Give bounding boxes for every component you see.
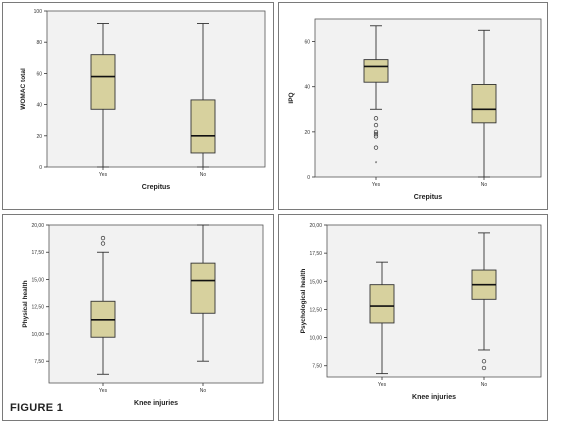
chart-panel-psychological-health: 7,50 10,00 12,50 15,00 17,50 20,00 Psychologic…	[278, 214, 548, 421]
y-tick-label: 20	[304, 130, 310, 136]
outlier-point	[481, 365, 487, 371]
y-tick-label: 15,00	[309, 279, 322, 285]
chart-panel-ipq: 0 20 40 60 IPQ Crepitus Yes * No	[278, 2, 548, 210]
box-iqr	[190, 99, 216, 154]
y-tick-label: 20	[36, 134, 42, 140]
box-iqr	[90, 54, 116, 110]
plot-area	[326, 224, 542, 378]
x-tick-label: No	[481, 182, 488, 188]
extreme-point: *	[375, 161, 378, 167]
box-iqr	[369, 284, 395, 324]
y-tick-label: 7,50	[312, 364, 322, 370]
x-tick-label: Yes	[378, 382, 387, 388]
y-tick-label: 0	[39, 165, 42, 171]
outlier-point	[100, 241, 106, 246]
y-tick-label: 17,50	[31, 250, 44, 256]
chart-panel-physical-health: 7,50 10,00 12,50 15,00 17,50 20,00 Physical he…	[2, 214, 274, 421]
y-tick-label: 10,00	[31, 332, 44, 338]
outlier-point	[373, 145, 379, 150]
x-axis-label: Crepitus	[414, 194, 443, 201]
y-tick-label: 20,00	[31, 223, 44, 229]
y-axis-label: Physical health	[22, 280, 29, 327]
outlier-point	[373, 122, 379, 128]
x-tick-label: Yes	[99, 172, 108, 178]
chart-panel-womac: 0 20 40 60 80 100 WOMAC total Crepitus Yes No	[2, 2, 274, 210]
outlier-point	[373, 134, 379, 139]
y-tick-label: 15,00	[31, 277, 44, 283]
y-tick-label: 60	[36, 71, 42, 77]
y-tick-label: 0	[307, 175, 310, 181]
x-tick-label: Yes	[372, 182, 381, 188]
x-tick-label: No	[200, 172, 207, 178]
x-axis-label: Knee injuries	[134, 400, 178, 407]
x-axis-label: Knee injuries	[412, 394, 456, 401]
x-tick-label: No	[481, 382, 488, 388]
x-axis-label: Crepitus	[142, 184, 171, 191]
outlier-point	[373, 129, 379, 135]
y-tick-label: 10,00	[309, 336, 322, 342]
plot-area	[48, 224, 264, 384]
box-iqr	[190, 262, 216, 314]
y-axis-label: Psychological health	[300, 269, 307, 334]
y-tick-label: 100	[34, 9, 43, 15]
figure-label: FIGURE 1	[10, 402, 64, 414]
box-iqr	[471, 84, 497, 124]
y-tick-label: 60	[304, 40, 310, 46]
x-tick-label: Yes	[99, 388, 108, 394]
box-plot-svg: 7,50 10,00 12,50 15,00 17,50 20,00 Physical he…	[22, 223, 264, 407]
box-plot-svg: 0 20 40 60 IPQ Crepitus Yes * No	[288, 18, 542, 201]
box-plot-svg: 0 20 40 60 80 100 WOMAC total Crepitus Yes No	[20, 9, 266, 191]
box-plot-svg: 7,50 10,00 12,50 15,00 17,50 20,00 Psychologic…	[300, 223, 542, 401]
outlier-point	[481, 359, 487, 364]
y-tick-label: 80	[36, 40, 42, 46]
x-tick-label: No	[200, 388, 207, 394]
y-tick-label: 40	[304, 85, 310, 91]
outlier-point	[373, 116, 379, 121]
y-axis-label: WOMAC total	[20, 68, 27, 110]
y-tick-label: 12,50	[309, 307, 322, 313]
outlier-point	[100, 235, 106, 241]
y-tick-label: 7,50	[34, 359, 44, 365]
outlier-point	[373, 131, 379, 137]
plot-area	[314, 18, 542, 178]
box-iqr	[363, 59, 389, 83]
y-tick-label: 12,50	[31, 305, 44, 311]
y-tick-label: 40	[36, 103, 42, 109]
y-tick-label: 17,50	[309, 251, 322, 257]
y-axis-label: IPQ	[288, 92, 295, 103]
plot-area	[46, 10, 266, 168]
y-tick-label: 20,00	[309, 223, 322, 229]
